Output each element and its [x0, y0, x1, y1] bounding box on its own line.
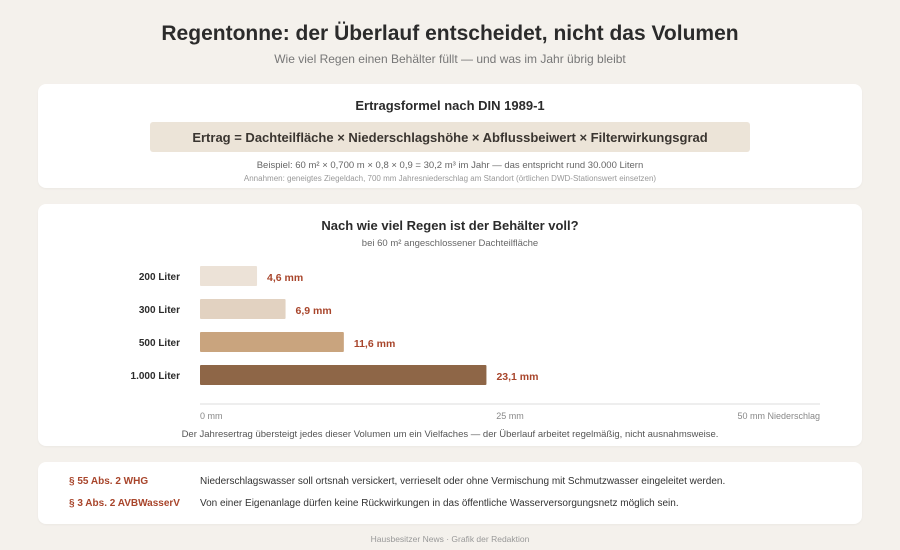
x-tick-label: 50 mm Niederschlag — [737, 411, 820, 421]
law-reference: § 55 Abs. 2 WHG — [69, 475, 149, 487]
category-label: 1.000 Liter — [131, 371, 181, 382]
bar — [200, 299, 286, 319]
data-label: 6,9 mm — [296, 305, 332, 317]
bar — [200, 266, 258, 286]
data-label: 4,6 mm — [267, 272, 303, 284]
data-label: 23,1 mm — [496, 371, 538, 383]
category-label: 500 Liter — [139, 338, 180, 349]
bar — [200, 332, 344, 352]
bar-chart: 200 Liter 4,6 mm 300 Liter 6,9 mm 500 Liter 1… — [131, 266, 820, 421]
formula-assumptions: Annahmen: geneigtes Ziegeldach, 700 mm J… — [243, 174, 657, 183]
law-text: Von einer Eigenanlage dürfen keine Rückw… — [200, 497, 679, 509]
law-text: Niederschlagswasser soll ortsnah versick… — [200, 475, 726, 487]
footer-credit: Hausbesitzer News · Grafik der Redaktion — [370, 534, 530, 544]
chart-subtitle: bei 60 m² angeschlossener Dachteilfläche — [361, 238, 539, 249]
formula-card: Ertragsformel nach DIN 1989-1 Ertrag = D… — [38, 84, 862, 188]
chart-title: Nach wie viel Regen ist der Behälter vol… — [321, 218, 579, 233]
law-reference: § 3 Abs. 2 AVBWasserV — [69, 497, 180, 509]
category-label: 300 Liter — [139, 305, 180, 316]
page-title: Regentonne: der Überlauf entscheidet, ni… — [161, 22, 739, 45]
page-subtitle: Wie viel Regen einen Behälter füllt — un… — [274, 52, 626, 66]
data-label: 11,6 mm — [354, 338, 395, 350]
chart-note: Der Jahresertrag übersteigt jedes dieser… — [181, 429, 719, 440]
formula-example: Beispiel: 60 m² × 0,700 m × 0,8 × 0,9 = … — [256, 160, 644, 171]
x-tick-label: 0 mm — [200, 411, 223, 421]
x-tick-label: 25 mm — [496, 411, 524, 421]
bar — [200, 365, 487, 385]
law-row: § 3 Abs. 2 AVBWasserV Von einer Eigenanl… — [69, 496, 679, 510]
law-card: § 55 Abs. 2 WHG Niederschlagswasser soll… — [38, 462, 862, 524]
category-label: 200 Liter — [139, 272, 180, 283]
formula-expression: Ertrag = Dachteilfläche × Niederschlagsh… — [150, 122, 750, 152]
formula-heading: Ertragsformel nach DIN 1989-1 — [355, 98, 545, 113]
law-row: § 55 Abs. 2 WHG Niederschlagswasser soll… — [69, 474, 725, 488]
chart-card: Nach wie viel Regen ist der Behälter vol… — [38, 204, 862, 446]
